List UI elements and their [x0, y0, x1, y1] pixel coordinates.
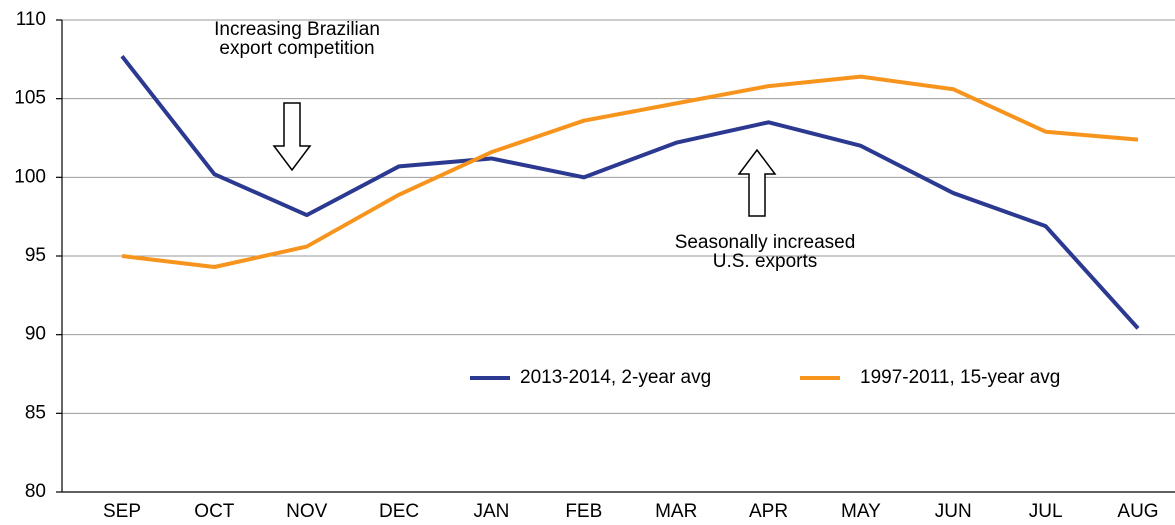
series-line	[121, 74, 1139, 270]
legend-label: 2013-2014, 2-year avg	[520, 367, 711, 388]
y-tick-label: 95	[25, 245, 46, 266]
annotation-text: export competition	[219, 38, 374, 59]
annotation-text: Increasing Brazilian	[214, 19, 380, 40]
x-tick-label: OCT	[194, 501, 235, 522]
y-tick-label: 85	[25, 402, 46, 423]
x-tick-label: JAN	[474, 501, 510, 522]
y-tick-label: 105	[14, 88, 46, 109]
x-tick-label: DEC	[379, 501, 419, 522]
x-tick-label: SEP	[103, 501, 141, 522]
x-tick-label: MAR	[655, 501, 697, 522]
x-tick-label: AUG	[1117, 501, 1158, 522]
x-tick-label: JUN	[935, 501, 972, 522]
x-tick-label: MAY	[841, 501, 881, 522]
y-tick-label: 90	[25, 324, 46, 345]
annotation-text: U.S. exports	[713, 251, 818, 272]
series-line	[120, 54, 1140, 330]
annotation-arrow	[272, 102, 312, 172]
y-tick-label: 110	[16, 9, 46, 30]
annotation-text: Seasonally increased	[675, 232, 856, 253]
legend-label: 1997-2011, 15-year avg	[860, 367, 1060, 388]
x-tick-label: APR	[749, 501, 788, 522]
x-tick-label: FEB	[565, 501, 602, 522]
x-tick-label: NOV	[286, 501, 328, 522]
annotation-arrow	[737, 148, 777, 217]
y-tick-label: 80	[25, 481, 46, 502]
y-tick-label: 100	[14, 166, 46, 187]
x-tick-label: JUL	[1029, 501, 1063, 522]
